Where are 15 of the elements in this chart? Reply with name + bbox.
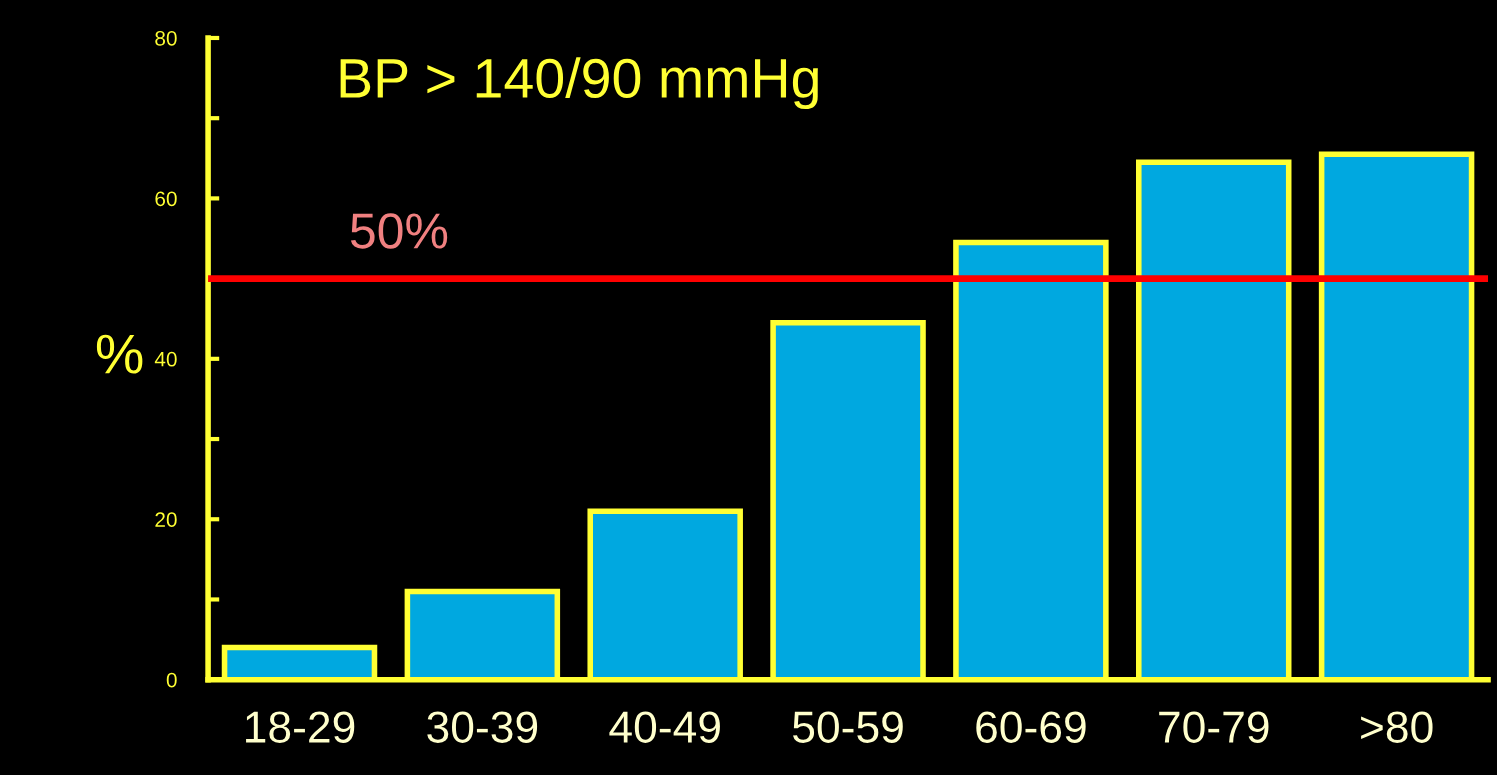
y-tick-label: 40 xyxy=(154,351,177,367)
x-tick-label: 30-39 xyxy=(427,711,538,743)
y-axis-title: % xyxy=(96,334,143,374)
x-tick-label: 18-29 xyxy=(246,711,355,743)
x-tick-label: 40-49 xyxy=(609,711,720,743)
ref-line-label: 50% xyxy=(350,213,448,249)
y-tick-label: 0 xyxy=(166,672,177,688)
x-tick-label: 60-69 xyxy=(976,711,1086,743)
x-tick-label: 70-79 xyxy=(1159,711,1269,743)
y-tick-label: 20 xyxy=(155,512,177,527)
y-tick-label: 60 xyxy=(155,191,177,207)
chart-title: BP > 140/90 mmHg xyxy=(340,57,818,110)
x-tick-label: >80 xyxy=(1361,711,1433,743)
x-tick-label: 50-59 xyxy=(793,711,903,743)
y-tick-label: 80 xyxy=(155,30,177,46)
